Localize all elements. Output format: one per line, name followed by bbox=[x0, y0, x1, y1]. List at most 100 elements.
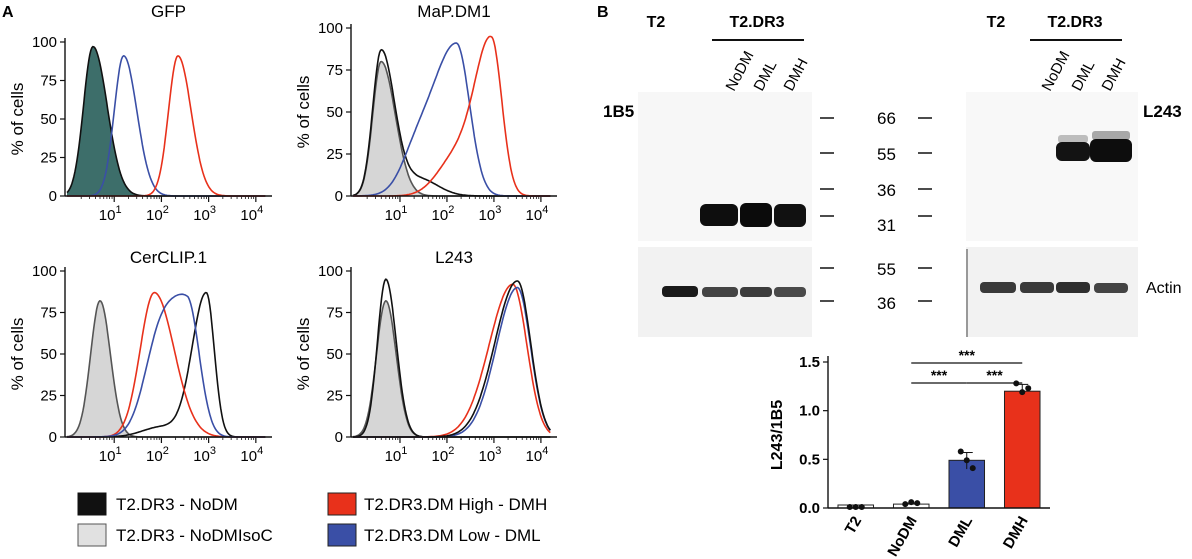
blot-right-antibody: L243 bbox=[1143, 102, 1182, 121]
blot-right-lane-dml: DML bbox=[1069, 58, 1099, 94]
blot-right-t2: T2 bbox=[987, 14, 1006, 31]
x-tick-label: 104 bbox=[526, 204, 549, 224]
histogram-l243: L243 % of cells 0 25 50 75 100 101 102 103 104 bbox=[294, 248, 557, 465]
histogram-map-dm1: MaP.DM1 % of cells 0 25 50 75 100 101 102 103 104 bbox=[294, 2, 557, 224]
y-tick-label: 50 bbox=[40, 346, 57, 363]
y-tick-label: 50 bbox=[326, 346, 343, 363]
blot-left-actin-t2 bbox=[662, 286, 698, 297]
data-point bbox=[852, 504, 859, 510]
y-tick-label: 0 bbox=[335, 429, 343, 446]
blot-right-actin-dmh bbox=[1094, 283, 1128, 293]
blot-left-band-nodm bbox=[700, 204, 738, 226]
bar-y-tick-label: 0.5 bbox=[799, 451, 820, 468]
y-tick-label: 50 bbox=[40, 111, 57, 128]
bar-category-label: T2 bbox=[842, 514, 865, 538]
legend-label-nodm: T2.DR3 - NoDM bbox=[116, 495, 238, 514]
y-tick-label: 75 bbox=[326, 305, 343, 322]
legend-swatch-isoc bbox=[77, 523, 107, 547]
y-tick-label: 25 bbox=[326, 388, 343, 405]
legend-swatch-dml bbox=[327, 523, 357, 547]
y-tick-label: 0 bbox=[49, 188, 57, 205]
data-point bbox=[908, 499, 915, 506]
significance-label: *** bbox=[986, 367, 1003, 383]
marker-55-bottom: 55 bbox=[877, 260, 896, 279]
data-point bbox=[957, 448, 964, 455]
x-tick-label: 101 bbox=[99, 445, 122, 465]
blot-markers: 66 55 36 31 55 36 bbox=[877, 109, 896, 313]
data-point bbox=[846, 504, 853, 510]
blot-left-dr3: T2.DR3 bbox=[729, 14, 784, 31]
y-tick-label: 0 bbox=[335, 188, 343, 205]
blot-left-actin-nodm bbox=[702, 287, 738, 297]
x-tick-label: 103 bbox=[479, 204, 502, 224]
histogram-fill bbox=[353, 61, 551, 196]
histogram-title: MaP.DM1 bbox=[417, 2, 490, 21]
marker-36-bottom: 36 bbox=[877, 294, 896, 313]
x-tick-label: 103 bbox=[479, 445, 502, 465]
y-tick-label: 100 bbox=[32, 34, 57, 51]
marker-36: 36 bbox=[877, 181, 896, 200]
bar-ylabel: L243/1B5 bbox=[769, 400, 786, 470]
x-tick-label: 103 bbox=[193, 445, 216, 465]
data-point bbox=[1019, 389, 1026, 396]
significance-label: *** bbox=[959, 347, 976, 363]
marker-31: 31 bbox=[877, 216, 896, 235]
blot-right-actin-label: Actin bbox=[1146, 280, 1182, 297]
blot-left-actin-dmh bbox=[774, 287, 806, 297]
data-point bbox=[969, 465, 976, 472]
x-tick-label: 104 bbox=[240, 445, 263, 465]
blot-left-actin-dml bbox=[740, 287, 772, 297]
blot-left-band-dmh bbox=[774, 204, 806, 227]
histogram-ylabel: % of cells bbox=[8, 83, 27, 156]
histogram-title: L243 bbox=[435, 248, 473, 267]
x-tick-label: 102 bbox=[146, 445, 169, 465]
blot-right-band-dml bbox=[1056, 142, 1090, 161]
blot-left-antibody: 1B5 bbox=[603, 102, 634, 121]
data-point bbox=[902, 501, 909, 508]
legend-label-dmh: T2.DR3.DM High - DMH bbox=[364, 495, 547, 514]
x-tick-label: 102 bbox=[432, 204, 455, 224]
histogram-ylabel: % of cells bbox=[8, 318, 27, 391]
marker-55: 55 bbox=[877, 145, 896, 164]
bar-y-tick-label: 1.0 bbox=[799, 403, 820, 420]
x-tick-label: 101 bbox=[99, 204, 122, 224]
histogram-title: GFP bbox=[151, 2, 186, 21]
legend-swatch-nodm bbox=[77, 492, 107, 516]
y-tick-label: 100 bbox=[318, 263, 343, 280]
bar-y-tick-label: 0.0 bbox=[799, 500, 820, 517]
blot-right-actin-dml bbox=[1056, 282, 1090, 293]
blot-right-band-dmh bbox=[1090, 139, 1132, 162]
legend-swatch-dmh bbox=[327, 492, 357, 516]
blot-left-t2: T2 bbox=[647, 14, 666, 31]
x-tick-label: 101 bbox=[385, 445, 408, 465]
y-tick-label: 75 bbox=[40, 305, 57, 322]
data-point bbox=[963, 457, 970, 464]
blot-left-band-dml bbox=[740, 203, 772, 227]
panel-label-b: B bbox=[597, 4, 609, 21]
bar-category-label: NoDM bbox=[884, 514, 920, 559]
significance-label: *** bbox=[931, 367, 948, 383]
data-point bbox=[1025, 385, 1032, 392]
blot-right-actin-nodm bbox=[1020, 282, 1054, 293]
x-tick-label: 101 bbox=[385, 204, 408, 224]
histogram-ylabel: % of cells bbox=[294, 318, 313, 391]
bar-category-label: DMH bbox=[1000, 514, 1032, 552]
bar-category-label: DML bbox=[945, 514, 976, 551]
histogram-ylabel: % of cells bbox=[294, 76, 313, 149]
histogram-cerclip: CerCLIP.1 % of cells 0 25 50 75 100 101 102 103 10… bbox=[8, 248, 272, 465]
data-point bbox=[858, 504, 865, 510]
blot-left-lane-dml: DML bbox=[751, 58, 781, 94]
blot-right-lane-dmh: DMH bbox=[1099, 56, 1130, 94]
y-tick-label: 75 bbox=[40, 73, 57, 90]
bar-chart: L243/1B5 0.0 0.5 1.0 1.5 T2 NoDM DML DMH *** *** **… bbox=[769, 347, 1050, 559]
blot-right-top-membrane bbox=[966, 92, 1138, 241]
y-tick-label: 25 bbox=[40, 150, 57, 167]
blot-left: T2 T2.DR3 NoDM DML DMH 1B5 bbox=[603, 14, 834, 337]
blot-right-dr3: T2.DR3 bbox=[1047, 14, 1102, 31]
x-tick-label: 103 bbox=[193, 204, 216, 224]
bar-dmh bbox=[1003, 390, 1041, 509]
x-tick-label: 102 bbox=[432, 445, 455, 465]
blot-left-lane-dmh: DMH bbox=[781, 56, 812, 94]
y-tick-label: 75 bbox=[326, 62, 343, 79]
